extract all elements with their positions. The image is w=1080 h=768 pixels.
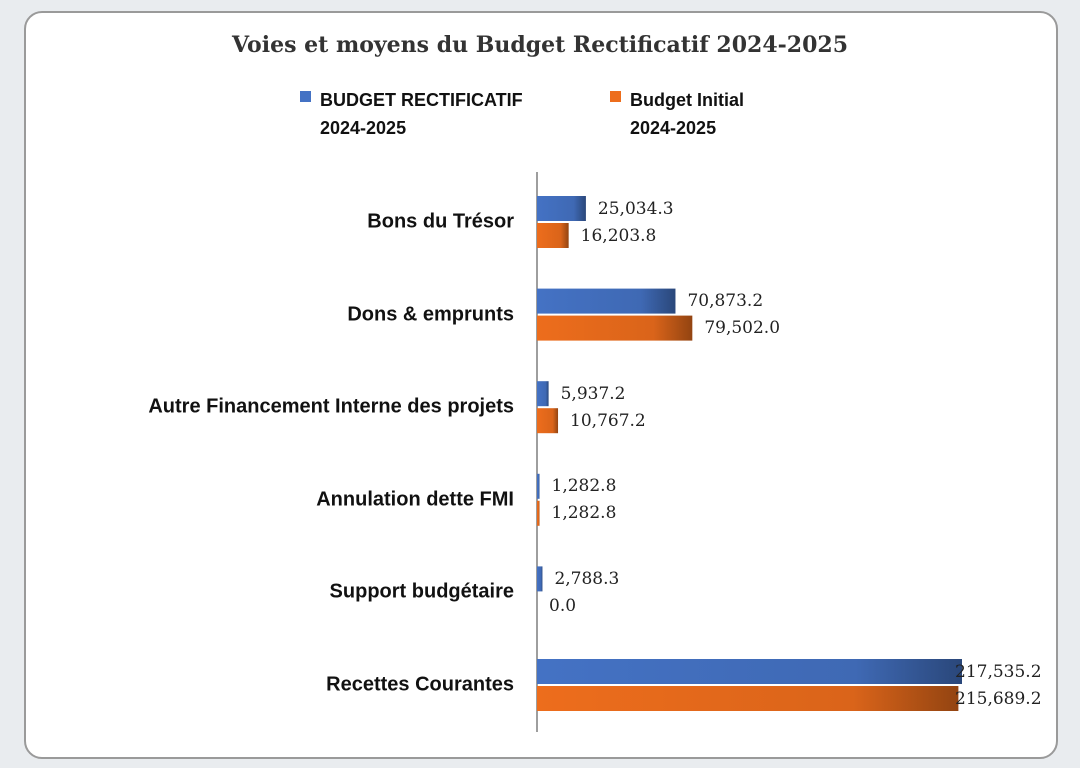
data-label: 0.0 (549, 595, 577, 616)
bar-initial (537, 223, 569, 248)
category-label: Dons & emprunts (347, 303, 514, 326)
bar-rectificatif (537, 196, 586, 221)
data-label: 5,937.2 (560, 383, 626, 404)
bar-initial (537, 408, 559, 434)
category-label: Autre Financement Interne des projets (148, 395, 514, 418)
bar-rectificatif (537, 473, 540, 499)
bar-rectificatif (537, 566, 543, 592)
data-label: 79,502.0 (704, 318, 781, 339)
data-label: 1,282.8 (551, 503, 617, 524)
legend-label: BUDGET RECTIFICATIF 2024-2025 (320, 86, 523, 142)
legend-label-line: 2024-2025 (320, 118, 407, 138)
data-label: 1,282.8 (551, 476, 617, 497)
category-label: Recettes Courantes (326, 673, 514, 696)
data-label: 2,788.3 (554, 568, 620, 589)
data-label: 16,203.8 (580, 225, 657, 246)
chart-title: Voies et moyens du Budget Rectificatif 2… (232, 32, 848, 58)
bar-initial (537, 500, 540, 526)
category-label: Annulation dette FMI (316, 488, 514, 511)
data-label: 70,873.2 (687, 291, 764, 312)
category-label: Support budgétaire (329, 580, 514, 603)
data-label: 25,034.3 (597, 198, 674, 219)
data-label: 217,535.2 (955, 661, 1042, 682)
bar-rectificatif (537, 288, 676, 314)
legend-label: Budget Initial 2024-2025 (630, 86, 744, 142)
bar-rectificatif (537, 381, 549, 407)
legend-swatch (610, 91, 621, 102)
bar-initial (537, 315, 693, 341)
bar-initial (537, 686, 959, 711)
category-label: Bons du Trésor (367, 210, 514, 233)
bar-rectificatif (537, 659, 962, 684)
legend-label-line: 2024-2025 (630, 118, 717, 138)
data-label: 215,689.2 (955, 688, 1042, 709)
legend-swatch (300, 91, 311, 102)
data-label: 10,767.2 (570, 410, 646, 431)
legend-label-line: Budget Initial (630, 90, 744, 110)
legend-label-line: BUDGET RECTIFICATIF (320, 90, 523, 110)
